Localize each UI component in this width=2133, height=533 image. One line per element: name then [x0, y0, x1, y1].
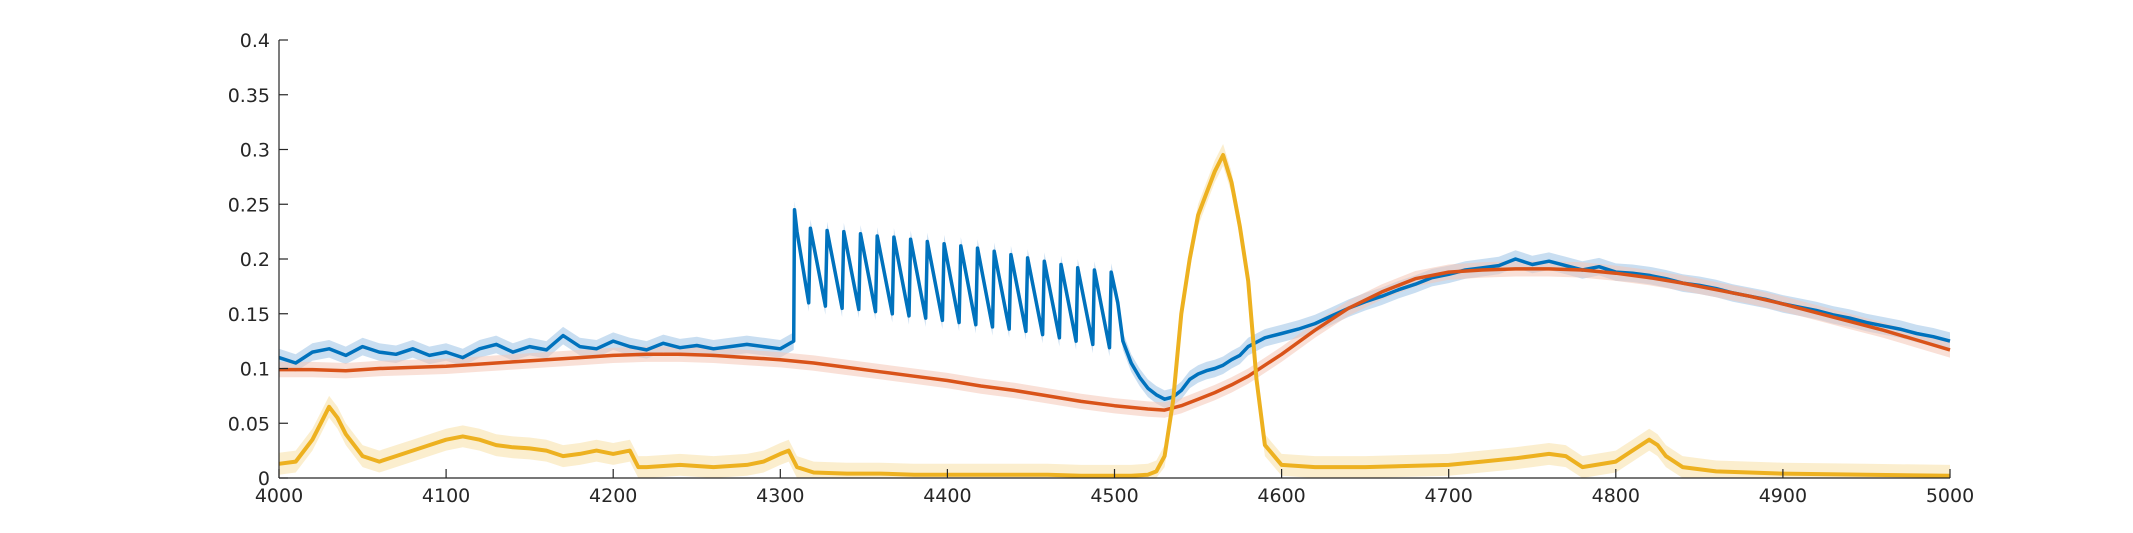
confidence-bands [279, 144, 1950, 478]
y-tick-label: 0.25 [228, 194, 270, 216]
x-tick-label: 4400 [923, 485, 971, 507]
series-line-blue [278, 207, 1951, 401]
x-tick-label: 4700 [1425, 485, 1473, 507]
y-tick-label: 0.3 [240, 140, 270, 162]
x-tick-label: 4500 [1090, 485, 1138, 507]
y-tick-label: 0.1 [240, 359, 270, 381]
x-tick-label: 4900 [1759, 485, 1807, 507]
y-ticks: 0 0.05 0.1 0.15 0.2 0.25 0.3 0.35 0.4 [228, 30, 288, 490]
x-tick-label: 4300 [756, 485, 804, 507]
y-tick-label: 0.15 [228, 304, 270, 326]
band-blue [279, 201, 1950, 408]
x-tick-label: 4000 [255, 485, 303, 507]
x-tick-label: 4600 [1257, 485, 1305, 507]
series-line-yellow [278, 153, 1951, 478]
x-tick-label: 4200 [589, 485, 637, 507]
x-ticks: 4000 4100 4200 4300 4400 4500 4600 4700 4800 4900… [255, 469, 1974, 507]
band-yellow [279, 144, 1950, 478]
series-lines [278, 153, 1951, 478]
y-tick-label: 0.2 [240, 249, 270, 271]
x-tick-label: 4100 [422, 485, 470, 507]
x-tick-label: 4800 [1592, 485, 1640, 507]
x-tick-label: 5000 [1926, 485, 1974, 507]
y-tick-label: 0.35 [228, 85, 270, 107]
series-line-orange [279, 267, 1951, 412]
y-tick-label: 0.4 [240, 30, 270, 52]
y-tick-label: 0 [258, 468, 270, 490]
y-tick-label: 0.05 [228, 413, 270, 435]
